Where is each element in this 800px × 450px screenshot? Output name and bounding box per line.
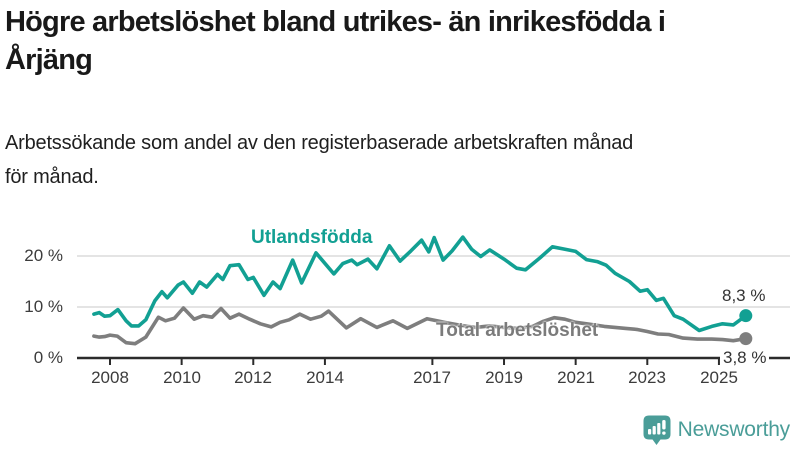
x-axis-label-2014: 2014: [306, 368, 344, 387]
x-axis-label-2019: 2019: [485, 368, 523, 387]
x-axis-label-2021: 2021: [557, 368, 595, 387]
page-title-line-1: Högre arbetslöshet bland utrikes- än inr…: [5, 6, 666, 38]
newsworthy-wordmark: Newsworthy: [677, 418, 791, 441]
x-axis-label-2025: 2025: [700, 368, 738, 387]
y-axis-label-20: 20 %: [24, 246, 63, 265]
x-axis-label-2017: 2017: [413, 368, 451, 387]
value-label-utlandsfodda: 8,3 %: [722, 286, 766, 305]
series-label-total-arbetsloshet: Total arbetslöshet: [436, 320, 599, 341]
value-label-total: 3,8 %: [720, 349, 770, 366]
y-axis-label-10: 10 %: [24, 297, 63, 316]
x-axis-label-2023: 2023: [628, 368, 666, 387]
series-label-utlandsfodda: Utlandsfödda: [251, 227, 373, 248]
x-axis-label-2012: 2012: [234, 368, 272, 387]
bar-chart-bubble-icon: [643, 415, 671, 446]
newsworthy-logo[interactable]: Newsworthy: [643, 414, 790, 446]
x-axis-label-2008: 2008: [91, 368, 129, 387]
chart-subtitle-line-2: för månad.: [5, 166, 99, 188]
y-axis-label-0: 0 %: [33, 348, 63, 367]
page-title-line-2: Årjäng: [5, 44, 93, 76]
x-axis-label-2010: 2010: [163, 368, 201, 387]
chart-subtitle-line-1: Arbetssökande som andel av den registerb…: [5, 132, 634, 154]
